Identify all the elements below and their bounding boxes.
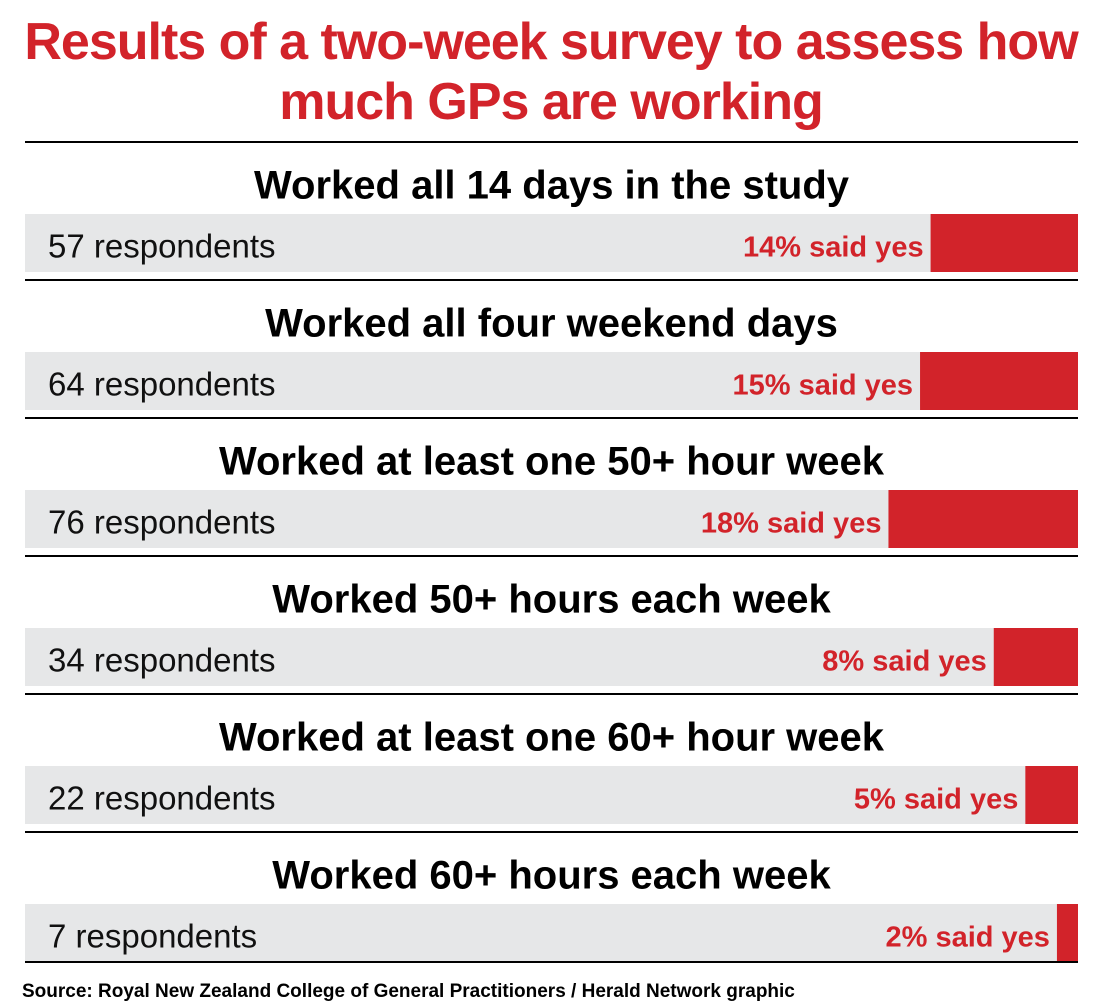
track [25, 904, 1078, 962]
value-label: 15% said yes [732, 370, 913, 402]
category-heading: Worked 50+ hours each week [272, 578, 831, 622]
value-label: 8% said yes [822, 646, 986, 678]
track [25, 214, 1078, 272]
bar [930, 214, 1078, 272]
value-label: 14% said yes [743, 232, 924, 264]
source: Source: Royal New Zealand College of Gen… [22, 981, 795, 1002]
category-heading: Worked at least one 50+ hour week [219, 440, 885, 484]
category-heading: Worked 60+ hours each week [272, 854, 831, 898]
bar [1025, 766, 1078, 824]
track [25, 352, 1078, 410]
bar [920, 352, 1078, 410]
category-heading: Worked all four weekend days [265, 302, 838, 346]
value-label: 18% said yes [701, 508, 882, 540]
value-label: 5% said yes [854, 784, 1018, 816]
category-heading: Worked all 14 days in the study [254, 164, 850, 208]
bar [993, 628, 1078, 686]
bar [888, 490, 1078, 548]
respondents-label: 64 respondents [48, 366, 276, 403]
respondents-label: 7 respondents [48, 918, 257, 955]
bar [1056, 904, 1078, 962]
respondents-label: 76 respondents [48, 504, 276, 541]
respondents-label: 34 respondents [48, 642, 276, 679]
chart-title: Results of a two-week survey to assess h… [24, 13, 1078, 131]
respondents-label: 57 respondents [48, 228, 276, 265]
track [25, 628, 1078, 686]
track [25, 766, 1078, 824]
respondents-label: 22 respondents [48, 780, 276, 817]
category-heading: Worked at least one 60+ hour week [219, 716, 885, 760]
value-label: 2% said yes [885, 922, 1049, 954]
